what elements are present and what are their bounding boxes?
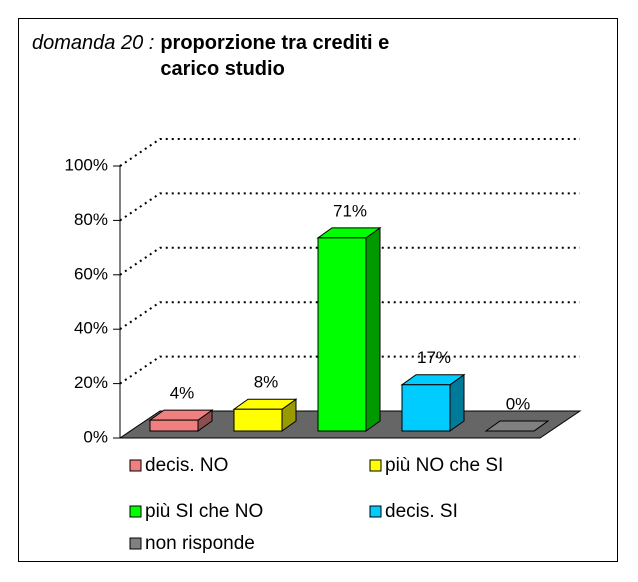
y-tick-label: 80% (74, 210, 108, 229)
value-label: 71% (333, 201, 367, 220)
bar (149, 419, 199, 432)
grid-line (119, 246, 580, 276)
legend-label: non risponde (145, 533, 255, 554)
bar-side (365, 226, 381, 432)
value-label: 8% (254, 373, 279, 392)
y-tick-label: 0% (83, 427, 108, 446)
y-tick-label: 100% (65, 155, 108, 174)
legend-label: più NO che SI (385, 455, 503, 476)
legend-swatch (129, 505, 142, 518)
legend-swatch (369, 459, 382, 472)
legend-swatch (129, 537, 142, 550)
grid-line (119, 301, 580, 331)
bar-top (484, 420, 550, 432)
value-label: 17% (417, 348, 451, 367)
chart-title: proporzione tra crediti e carico studio (160, 32, 390, 80)
y-tick-label: 20% (74, 373, 108, 392)
bar (401, 384, 451, 432)
value-label: 0% (506, 394, 531, 413)
legend-label: più SI che NO (145, 501, 263, 522)
bar (317, 237, 367, 432)
bar (233, 408, 283, 432)
grid-line (119, 192, 580, 222)
y-tick-label: 40% (74, 319, 108, 338)
legend-swatch (129, 459, 142, 472)
grid-line (119, 138, 580, 167)
value-label: 4% (170, 384, 195, 403)
legend-swatch (369, 505, 382, 518)
legend-label: decis. SI (385, 501, 458, 522)
y-tick-label: 60% (74, 264, 108, 283)
legend-label: decis. NO (145, 455, 228, 476)
title-block: domanda 20 : proporzione tra crediti e c… (32, 30, 396, 82)
question-label: domanda 20 : (32, 32, 155, 54)
grid-line (119, 355, 580, 385)
chart-frame (18, 18, 618, 562)
